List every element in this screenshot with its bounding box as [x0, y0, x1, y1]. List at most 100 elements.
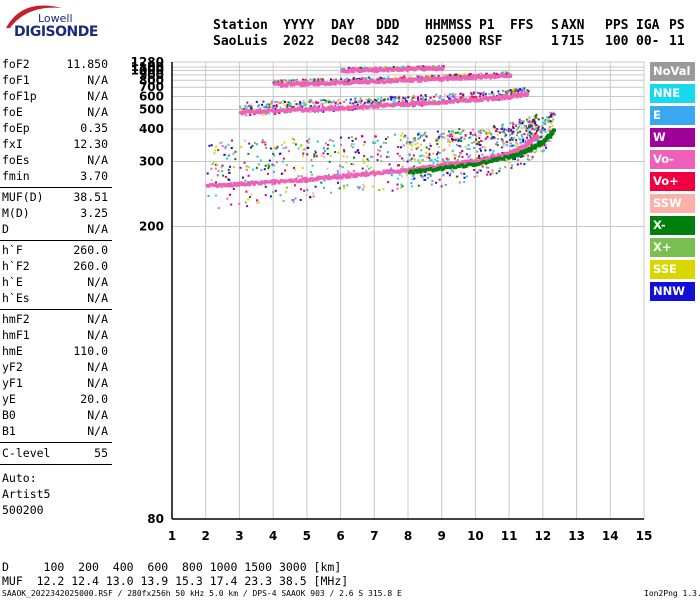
echo-noise-point [400, 134, 403, 137]
trace-point [287, 107, 291, 111]
echo-noise-point [504, 159, 507, 162]
echo-noise-point [264, 141, 266, 144]
echo-noise-point [262, 106, 265, 108]
echo-noise-point [246, 205, 249, 208]
echo-noise-point [406, 172, 409, 175]
trace-point [352, 175, 356, 179]
echo-noise-point [232, 188, 235, 190]
echo-noise-point [503, 128, 506, 131]
trace-point [374, 67, 378, 71]
echo-noise-point [448, 144, 451, 147]
trace-point [473, 75, 477, 79]
echo-noise-point [297, 83, 300, 86]
echo-noise-point [547, 127, 550, 130]
echo-noise-point [534, 116, 537, 119]
echo-noise-point [535, 126, 538, 128]
trace-point [433, 66, 437, 70]
trace-point [257, 111, 261, 115]
echo-noise-point [543, 122, 546, 125]
echo-noise-point [458, 181, 461, 184]
echo-noise-point [441, 65, 444, 68]
echo-noise-point [511, 144, 514, 147]
echo-noise-point [548, 139, 550, 142]
echo-noise-point [229, 193, 231, 196]
echo-noise-point [493, 125, 496, 127]
echo-noise-point [437, 145, 440, 148]
echo-noise-point [391, 189, 394, 192]
echo-noise-point [260, 169, 263, 172]
echo-noise-point [517, 127, 520, 129]
trace-point [402, 77, 406, 81]
echo-noise-point [515, 88, 518, 91]
echo-noise-point [476, 175, 479, 178]
echo-noise-point [286, 106, 289, 108]
echo-noise-point [321, 99, 324, 102]
echo-noise-point [475, 138, 477, 141]
echo-noise-point [258, 163, 261, 166]
trace-point [333, 105, 337, 109]
echo-noise-point [413, 165, 416, 168]
echo-noise-point [221, 145, 224, 147]
echo-noise-point [431, 74, 433, 77]
echo-noise-point [414, 139, 417, 142]
trace-point [345, 175, 349, 179]
echo-noise-point [489, 149, 492, 152]
echo-noise-point [423, 98, 426, 101]
echo-noise-point [497, 90, 500, 93]
echo-noise-point [214, 194, 217, 197]
echo-noise-point [279, 79, 282, 82]
echo-noise-point [526, 158, 529, 161]
echo-noise-point [463, 172, 466, 175]
header-values: SaoLuis 2022 Dec08 342 025000 RSF 1 715 100 00- 11 [213, 34, 693, 50]
echo-noise-point [234, 150, 237, 153]
header-label: P1 [479, 18, 495, 33]
echo-noise-point [339, 165, 341, 168]
echo-noise-point [251, 144, 254, 147]
header-label: S [551, 18, 559, 33]
echo-noise-point [396, 183, 399, 186]
echo-noise-point [347, 171, 350, 174]
echo-noise-point [353, 163, 356, 166]
echo-noise-point [311, 173, 314, 176]
echo-noise-point [424, 94, 427, 96]
echo-noise-point [477, 92, 480, 95]
echo-noise-point [523, 133, 526, 136]
echo-noise-point [359, 102, 362, 104]
echo-noise-point [264, 194, 267, 197]
trace-point [441, 66, 445, 70]
logo-digisonde: DIGISONDE [14, 24, 98, 40]
header-label: PS [669, 18, 685, 33]
echo-noise-point [374, 135, 377, 138]
trace-point [402, 103, 406, 107]
param-name: B0 [2, 408, 16, 422]
echo-noise-point [444, 183, 447, 186]
echo-noise-point [481, 146, 484, 149]
trace-point [490, 96, 493, 100]
trace-point [420, 66, 424, 69]
trace-point [390, 78, 393, 81]
echo-noise-point [462, 97, 465, 99]
echo-noise-point [437, 65, 440, 68]
echo-noise-point [334, 102, 337, 105]
echo-noise-point [224, 175, 227, 178]
echo-noise-point [286, 101, 289, 104]
echo-noise-point [448, 130, 450, 133]
param-value: 3.25 [80, 206, 108, 220]
echo-noise-point [379, 101, 382, 104]
echo-noise-point [343, 150, 346, 153]
echo-noise-point [437, 151, 440, 154]
echo-noise-point [246, 101, 249, 104]
echo-noise-point [449, 133, 452, 136]
echo-noise-point [325, 100, 328, 103]
trace-point [411, 79, 415, 83]
echo-noise-point [535, 139, 537, 142]
echo-noise-point [408, 154, 411, 157]
echo-noise-point [390, 96, 393, 99]
echo-noise-point [515, 156, 518, 159]
echo-noise-point [432, 99, 435, 102]
echo-noise-point [473, 91, 476, 94]
echo-noise-point [347, 80, 350, 83]
echo-noise-point [230, 203, 233, 206]
echo-noise-point [528, 130, 531, 133]
echo-noise-point [494, 137, 497, 140]
